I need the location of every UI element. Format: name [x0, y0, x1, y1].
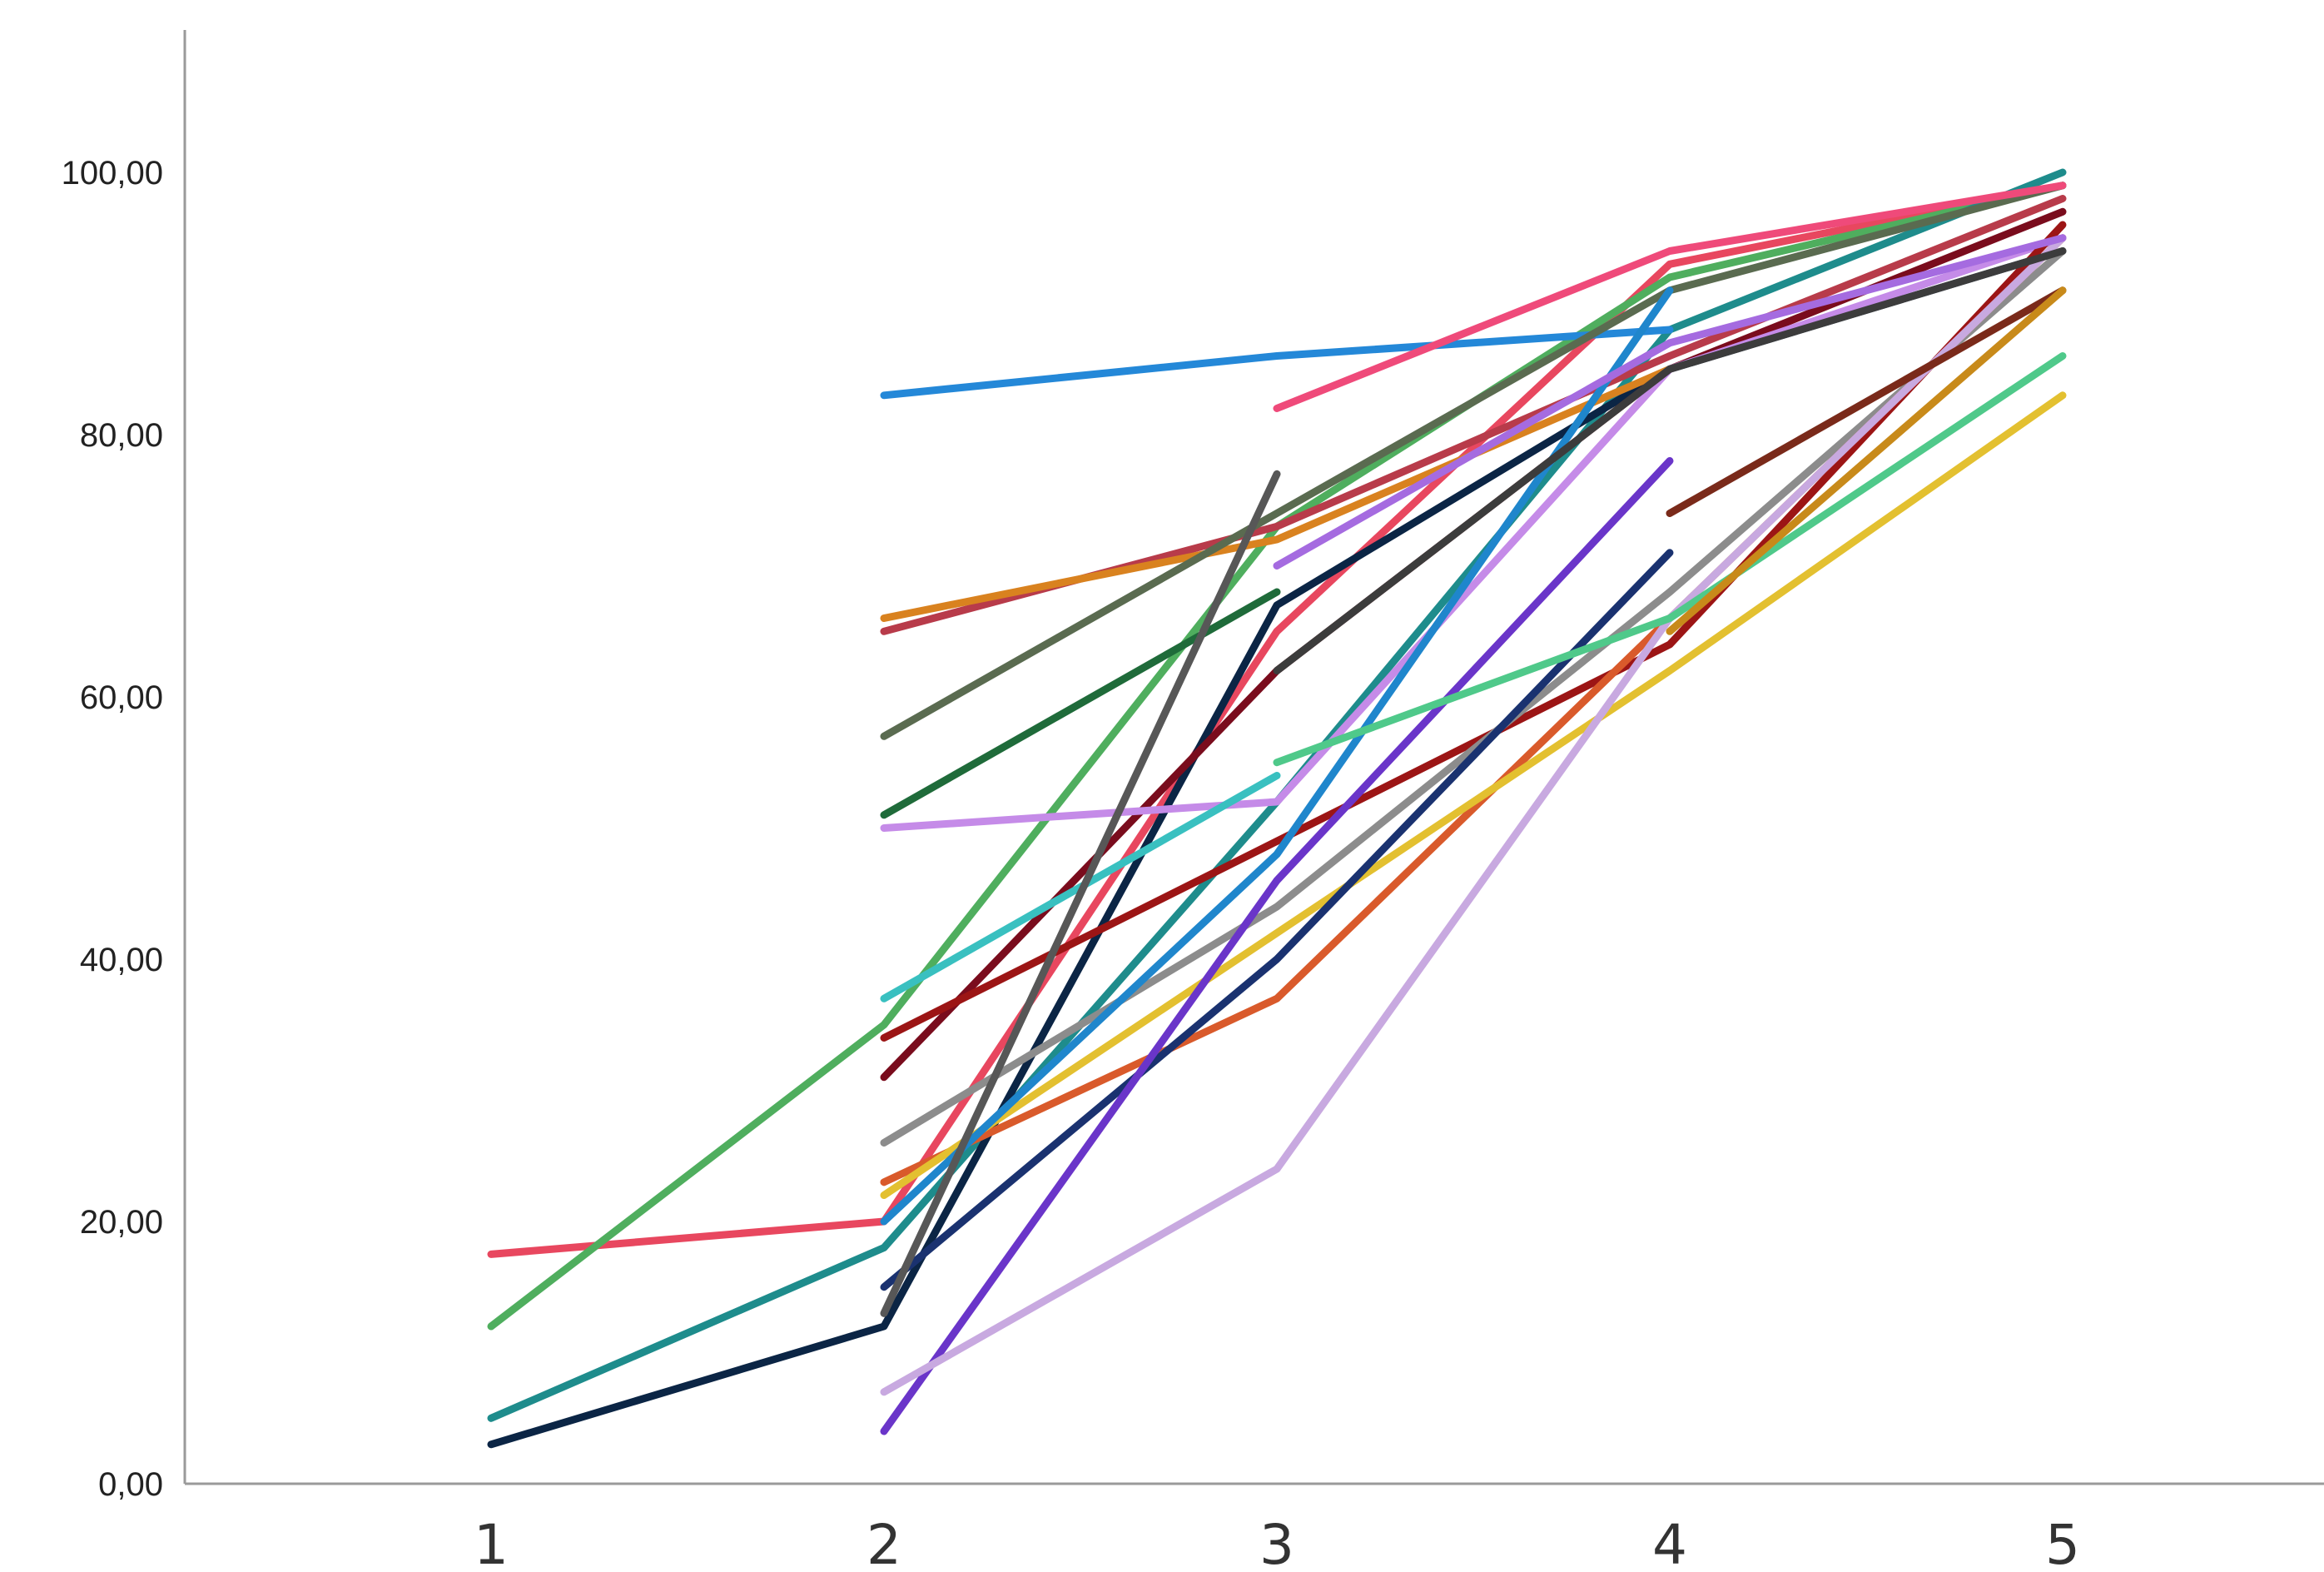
x-tick-label: 3	[1259, 1513, 1294, 1572]
series-line-26	[1666, 286, 2067, 517]
series-line-19	[880, 470, 1281, 1317]
x-tick-labels: 1 2 3 4 5	[474, 1513, 2080, 1572]
series-line-16	[880, 391, 2067, 1199]
x-tick-label: 4	[1652, 1513, 1687, 1572]
series-line-10	[880, 588, 1281, 819]
series-line-24	[1273, 234, 2067, 570]
y-tick-label: 100,00	[62, 155, 163, 192]
x-tick-label: 2	[867, 1513, 901, 1572]
series-line-17	[880, 286, 1674, 1226]
series-line-23	[1273, 182, 2067, 412]
y-tick-labels: 0,00 20,00 40,00 60,00 80,00 100,00	[62, 155, 163, 1503]
series-line-1	[487, 182, 2067, 1258]
x-tick-label: 5	[2045, 1513, 2080, 1572]
x-tick-label: 1	[474, 1513, 509, 1572]
series-layer	[487, 168, 2067, 1449]
series-line-9	[880, 182, 2067, 740]
y-tick-label: 0,00	[98, 1466, 163, 1503]
series-line-14	[880, 247, 2067, 1147]
y-tick-label: 40,00	[80, 942, 163, 978]
series-line-25	[1273, 247, 2067, 674]
series-line-21	[880, 234, 2067, 1396]
series-line-27	[1666, 286, 2067, 635]
y-tick-label: 20,00	[80, 1204, 163, 1241]
series-line-20	[880, 457, 1674, 1435]
y-tick-label: 60,00	[80, 679, 163, 716]
series-line-11	[880, 234, 2067, 832]
axes-layer	[183, 30, 2324, 1485]
series-line-13	[880, 221, 2067, 1042]
series-line-6	[880, 326, 1674, 400]
series-line-8	[880, 365, 1674, 622]
series-line-22	[1273, 352, 2067, 767]
y-tick-label: 80,00	[80, 417, 163, 454]
series-line-18	[880, 549, 1674, 1291]
